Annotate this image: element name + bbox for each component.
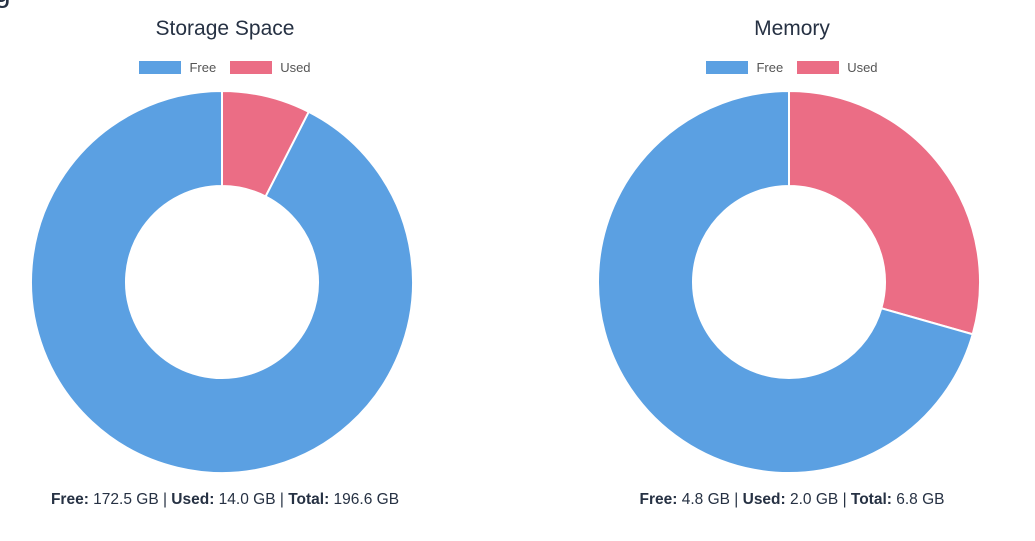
memory-donut-slice-free[interactable]	[597, 89, 974, 474]
storage-legend-free-label: Free	[189, 60, 217, 75]
storage-chart-panel: Storage Space Free Used Free: 172.5 GB |…	[0, 0, 450, 541]
storage-chart-legend: Free Used	[0, 60, 450, 75]
storage-free-label: Free:	[50, 491, 89, 508]
storage-used-value: 14.0 GB	[214, 491, 280, 508]
memory-legend-used[interactable]: Used	[797, 60, 878, 75]
memory-chart-panel: Memory Free Used Free: 4.8 GB | Used: 2.…	[567, 0, 1017, 541]
storage-used-label: Used:	[167, 491, 215, 508]
memory-total-label: Total:	[846, 491, 892, 508]
storage-free-value: 172.5 GB	[88, 491, 163, 508]
memory-legend-free-label: Free	[756, 60, 784, 75]
memory-separator-1: |	[734, 491, 739, 508]
memory-separator-2: |	[842, 491, 847, 508]
storage-legend-used[interactable]: Used	[230, 60, 311, 75]
memory-used-value: 2.0 GB	[785, 491, 843, 508]
memory-stats-line: Free: 4.8 GB | Used: 2.0 GB | Total: 6.8…	[567, 491, 1017, 509]
memory-legend-used-label: Used	[847, 60, 878, 75]
storage-chart-title: Storage Space	[155, 17, 295, 40]
storage-separator-1: |	[162, 491, 167, 508]
storage-stats-line: Free: 172.5 GB | Used: 14.0 GB | Total: …	[0, 491, 450, 509]
memory-legend-used-swatch	[797, 61, 840, 74]
memory-legend-free-swatch	[706, 61, 749, 74]
memory-total-value: 6.8 GB	[891, 491, 945, 508]
storage-legend-used-label: Used	[280, 60, 311, 75]
storage-legend-free[interactable]: Free	[139, 60, 216, 75]
memory-donut-chart	[597, 89, 981, 474]
cut-off-heading: g	[0, 0, 11, 8]
storage-separator-2: |	[279, 491, 284, 508]
storage-total-label: Total:	[283, 491, 330, 508]
memory-free-value: 4.8 GB	[677, 491, 735, 508]
memory-chart-legend: Free Used	[567, 60, 1017, 75]
memory-legend-free[interactable]: Free	[706, 60, 783, 75]
storage-legend-free-swatch	[139, 61, 182, 74]
memory-chart-title: Memory	[754, 17, 830, 40]
memory-free-label: Free:	[639, 491, 678, 508]
storage-total-value: 196.6 GB	[329, 491, 400, 508]
memory-donut-slice-used[interactable]	[788, 89, 981, 336]
memory-used-label: Used:	[738, 491, 786, 508]
storage-donut-slice-free[interactable]	[30, 89, 414, 474]
storage-donut-chart	[30, 89, 414, 474]
storage-legend-used-swatch	[230, 61, 273, 74]
